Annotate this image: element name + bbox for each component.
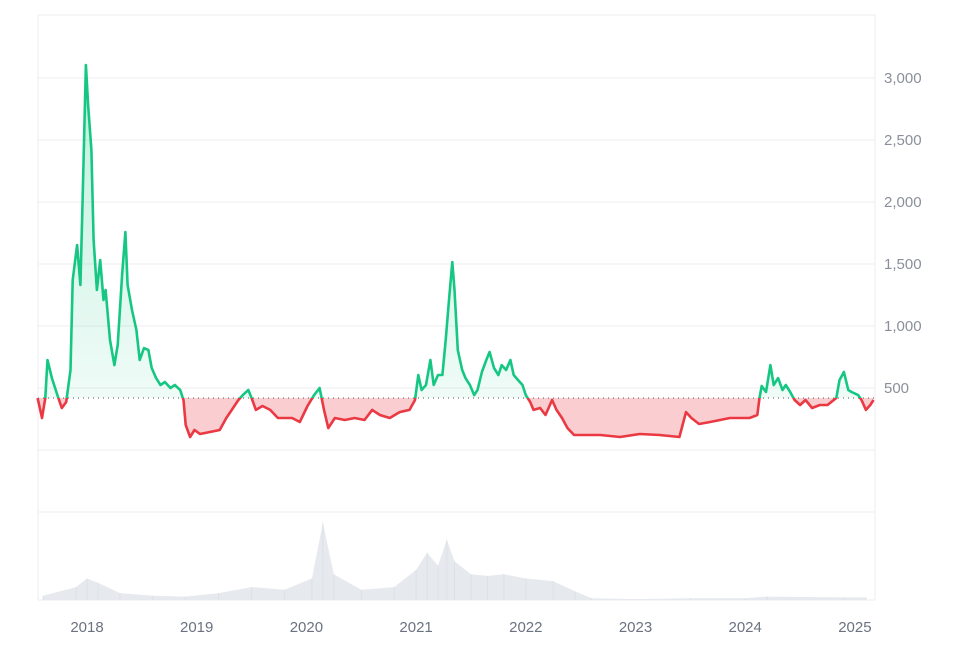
price-lines xyxy=(36,63,875,439)
volume-bars xyxy=(42,522,867,600)
x-tick-label: 2018 xyxy=(70,619,103,636)
x-tick-label: 2025 xyxy=(838,619,871,636)
x-tick-label: 2020 xyxy=(290,619,323,636)
price-line-below xyxy=(36,398,875,439)
x-tick-label: 2019 xyxy=(180,619,213,636)
x-tick-label: 2022 xyxy=(509,619,542,636)
x-tick-label: 2024 xyxy=(729,619,762,636)
x-tick-label: 2021 xyxy=(399,619,432,636)
area-below-baseline xyxy=(37,398,874,437)
x-tick-label: 2023 xyxy=(619,619,652,636)
y-tick-label: 2,500 xyxy=(884,132,922,149)
y-axis: 500 1,000 1,500 2,000 2,500 3,000 xyxy=(884,70,922,397)
y-tick-label: 1,500 xyxy=(884,256,922,273)
price-line-above xyxy=(37,63,862,399)
x-axis: 2018 2019 2020 2021 2022 2023 2024 2025 xyxy=(70,619,871,636)
area-above-baseline xyxy=(37,65,874,399)
y-tick-label: 3,000 xyxy=(884,70,922,87)
y-tick-label: 1,000 xyxy=(884,318,922,335)
area-fills xyxy=(37,65,874,437)
y-tick-label: 2,000 xyxy=(884,194,922,211)
y-tick-label: 500 xyxy=(884,380,909,397)
